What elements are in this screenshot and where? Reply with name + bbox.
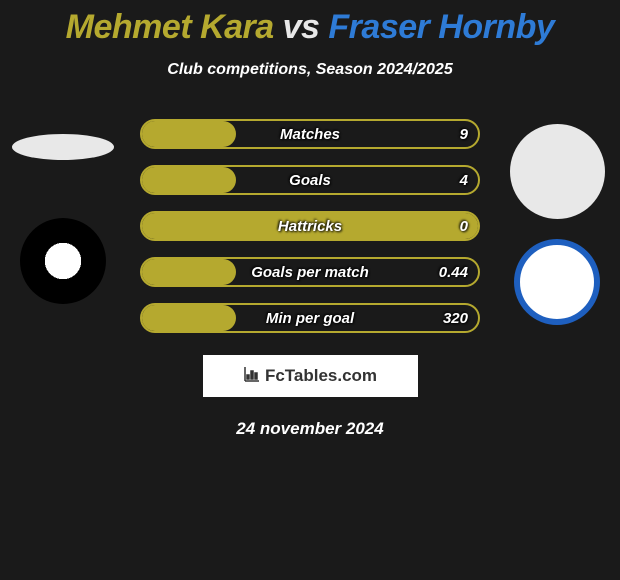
logo-text: FcTables.com xyxy=(265,366,377,386)
stat-fill xyxy=(142,305,236,331)
player1-avatar xyxy=(12,134,114,160)
stat-value: 0 xyxy=(460,218,468,235)
player2-name: Fraser Hornby xyxy=(328,8,554,46)
stat-value: 4 xyxy=(460,172,468,189)
vs-text: vs xyxy=(274,8,329,46)
player1-name: Mehmet Kara xyxy=(66,8,274,46)
stat-row: Goals 4 xyxy=(140,165,480,195)
stat-label: Goals xyxy=(289,172,331,189)
stat-fill xyxy=(142,121,236,147)
stat-fill xyxy=(142,167,236,193)
player2-club-badge xyxy=(514,239,600,325)
comparison-title: Mehmet Kara vs Fraser Hornby xyxy=(0,0,620,47)
stat-value: 0.44 xyxy=(439,264,468,281)
fctables-logo: FcTables.com xyxy=(203,355,418,397)
player-right-column xyxy=(502,124,612,325)
stat-label: Min per goal xyxy=(266,310,354,327)
stat-value: 320 xyxy=(443,310,468,327)
chart-icon xyxy=(243,365,261,388)
stat-row: Goals per match 0.44 xyxy=(140,257,480,287)
subtitle: Club competitions, Season 2024/2025 xyxy=(0,61,620,79)
player2-avatar xyxy=(510,124,605,219)
stat-row: Min per goal 320 xyxy=(140,303,480,333)
content-area: Matches 9 Goals 4 Hattricks 0 Goals per … xyxy=(0,119,620,439)
stat-row: Matches 9 xyxy=(140,119,480,149)
player-left-column xyxy=(8,124,118,304)
player1-club-badge xyxy=(20,218,106,304)
stat-label: Hattricks xyxy=(278,218,342,235)
date-text: 24 november 2024 xyxy=(0,419,620,439)
stats-list: Matches 9 Goals 4 Hattricks 0 Goals per … xyxy=(140,119,480,333)
stat-value: 9 xyxy=(460,126,468,143)
stat-label: Matches xyxy=(280,126,340,143)
stat-fill xyxy=(142,259,236,285)
stat-row: Hattricks 0 xyxy=(140,211,480,241)
stat-label: Goals per match xyxy=(251,264,369,281)
